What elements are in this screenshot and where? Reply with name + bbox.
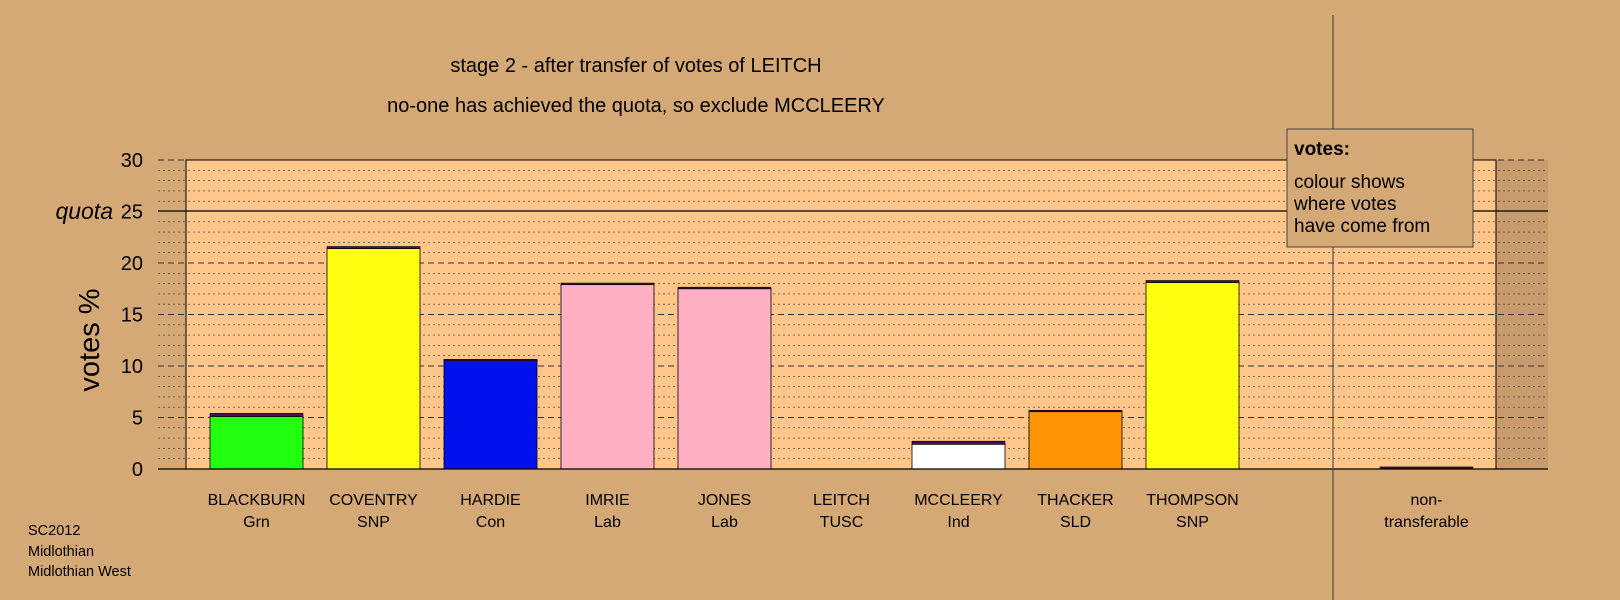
bar-transfer-blackburn: [209, 413, 304, 417]
x-tick-label-party: Con: [476, 514, 505, 531]
bar-thacker: [1028, 410, 1123, 470]
legend-title: votes:: [1294, 139, 1350, 160]
x-tick-label-nontransferable-2: transferable: [1384, 514, 1469, 531]
y-tick-label: 15: [121, 305, 143, 327]
y-tick-label: 20: [121, 253, 143, 275]
legend-line-3: have come from: [1294, 216, 1430, 237]
bar-transfer-jones: [677, 286, 772, 290]
legend-line-2: where votes: [1293, 194, 1396, 215]
x-tick-label-party: SLD: [1060, 514, 1091, 531]
bar-transfer-thompson: [1145, 280, 1240, 283]
chart-subtitle: no-one has achieved the quota, so exclud…: [387, 95, 885, 117]
bars: [209, 246, 1474, 470]
bar-transfer-imrie: [560, 282, 655, 285]
chart-title: stage 2 - after transfer of votes of LEI…: [450, 55, 821, 77]
bar-mccleery: [911, 443, 1006, 470]
x-tick-labels: BLACKBURN Grn COVENTRY SNP HARDIE Con IMRIE Lab…: [208, 492, 1469, 531]
y-tick-label: 10: [121, 356, 143, 378]
legend-line-1: colour shows: [1294, 172, 1405, 193]
bar-transfer-thacker: [1028, 409, 1123, 413]
x-tick-label-party: Lab: [594, 514, 621, 531]
x-tick-label-party: Lab: [711, 514, 738, 531]
bar-thompson: [1145, 282, 1240, 470]
bar-blackburn: [209, 416, 304, 470]
bar-transfer-mccleery: [911, 440, 1006, 445]
bar-jones: [677, 288, 772, 470]
footer-region: Midlothian: [28, 543, 95, 560]
legend-box: [1286, 128, 1474, 248]
bar-coventry: [326, 248, 421, 470]
y-tick-label: 5: [132, 408, 143, 430]
footer-election: SC2012: [28, 523, 81, 539]
x-tick-label-party: Grn: [243, 514, 270, 531]
bar-transfer-hardie: [443, 359, 538, 362]
x-tick-label-name: MCCLEERY: [914, 492, 1003, 509]
y-tick-label: 30: [121, 150, 143, 172]
y-tick-labels: 0 5 10 15 20 25 30: [121, 150, 143, 481]
x-tick-label-name: THOMPSON: [1146, 492, 1238, 509]
bar-imrie: [560, 284, 655, 470]
x-tick-label-name: JONES: [698, 492, 751, 509]
x-tick-label-party: Ind: [947, 514, 969, 531]
y-tick-label: 0: [132, 459, 143, 481]
y-axis-label: votes %: [74, 288, 106, 391]
quota-label: quota: [55, 198, 113, 224]
bar-hardie: [443, 359, 538, 470]
x-tick-label-name: BLACKBURN: [208, 492, 306, 509]
x-tick-label-name: HARDIE: [460, 492, 520, 509]
x-tick-label-name: COVENTRY: [329, 492, 418, 509]
legend: votes: colour shows where votes have com…: [1286, 128, 1474, 248]
x-tick-label-name: IMRIE: [585, 492, 629, 509]
x-tick-label-name: THACKER: [1037, 492, 1113, 509]
x-tick-label-party: SNP: [1176, 514, 1209, 531]
x-tick-label-name: LEITCH: [813, 492, 870, 509]
x-tick-label-party: TUSC: [820, 514, 864, 531]
footer-ward: Midlothian West: [28, 564, 131, 580]
x-tick-label-party: SNP: [357, 514, 390, 531]
constituency-footer: SC2012 Midlothian Midlothian West: [28, 521, 131, 583]
x-tick-label-nontransferable-1: non-: [1410, 492, 1442, 509]
y-tick-label: 25: [121, 202, 143, 224]
bar-transfer-coventry: [326, 246, 421, 249]
